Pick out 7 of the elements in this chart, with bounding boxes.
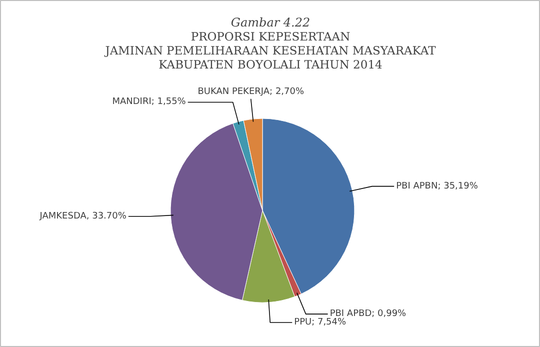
slice-label: BUKAN PEKERJA; 2,70%	[198, 86, 304, 97]
slice-label: MANDIRI; 1,55%	[112, 97, 186, 108]
chart-title: Gambar 4.22	[230, 16, 310, 30]
slice-label: PPU; 7,54%	[294, 317, 347, 328]
chart-subtitle: PROPORSI KEPESERTAAN JAMINAN PEMELIHARAAN KESEHATAN MASYARAKAT KABUPATEN BOYOLALI TAHUN 2014	[104, 30, 436, 72]
slice-label: PBI APBN; 35,19%	[396, 181, 478, 192]
slice-label: JAMKESDA, 33.70%	[38, 211, 127, 222]
